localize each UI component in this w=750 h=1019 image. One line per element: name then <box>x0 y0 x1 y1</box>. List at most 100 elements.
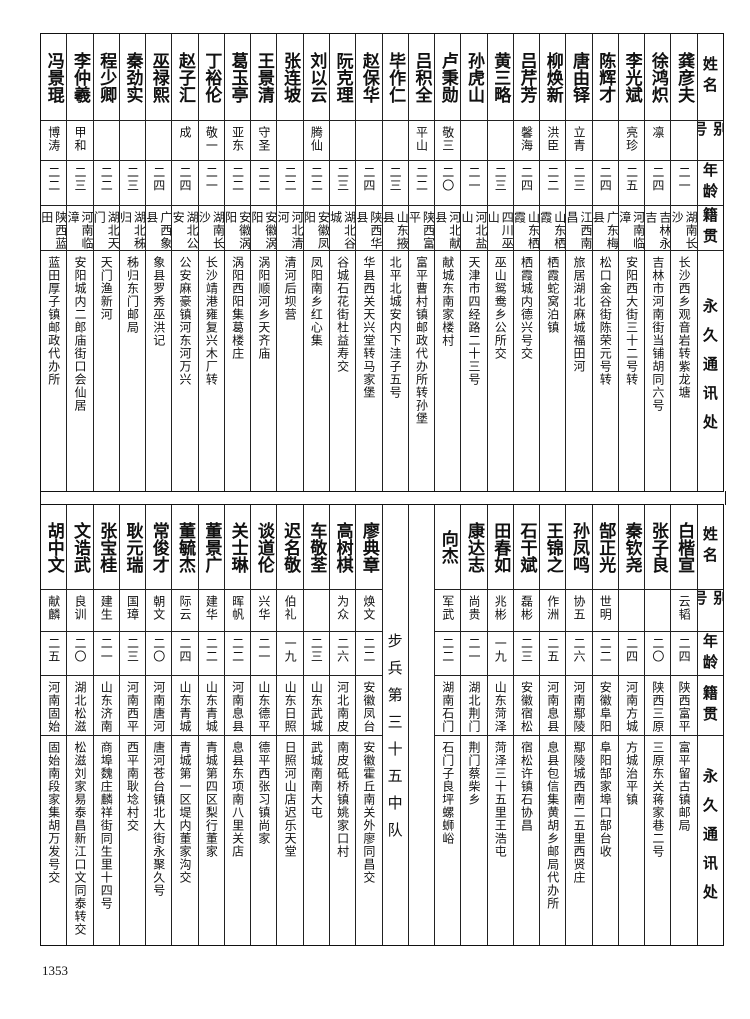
person-origin: 河南息县 <box>230 681 245 733</box>
person-address-cell: 阜阳郜家埠口郜台收 <box>593 736 618 944</box>
person-column: 唐由铎 立青 二三 江西南昌 旅居湖北麻城福田河 <box>565 34 592 491</box>
person-name-cell: 张连坡 <box>277 34 303 121</box>
person-age-cell: 二三 <box>487 161 513 206</box>
person-address: 德平西张习镇尚家 <box>256 741 271 845</box>
header-column: 姓名 别号 年龄 籍贯 永久通讯处 <box>696 505 723 945</box>
person-column: 谈道伦 兴华 二一 山东德平 德平西张习镇尚家 <box>250 505 277 945</box>
person-alias-cell: 协五 <box>566 590 592 632</box>
person-age: 二二 <box>230 637 245 663</box>
person-name-cell: 唐由铎 <box>566 34 592 121</box>
person-age: 二〇 <box>650 637 665 663</box>
person-origin-cell: 河南息县 <box>540 676 566 736</box>
person-alias: 焕文 <box>361 595 376 621</box>
person-origin: 山东栖霞 <box>513 211 540 250</box>
person-address-cell: 北平北城安内下洼子五号 <box>383 251 408 490</box>
person-name: 王景清 <box>253 51 274 103</box>
person-origin-cell: 安徽涡阳 <box>224 206 251 251</box>
person-address-cell: 栖霞城内德兴号交 <box>514 251 539 490</box>
person-address-cell: 涡阳顺河乡天齐庙 <box>251 251 276 490</box>
unit-divider-column: 步兵第三十五中队 <box>381 505 408 945</box>
person-name-cell: 孙虎山 <box>461 34 487 121</box>
person-origin: 河南唐河 <box>151 681 166 733</box>
person-address-cell: 华县西关天兴堂转马家堡 <box>356 251 381 490</box>
person-address: 松滋刘家易泰昌新江口文同泰转交 <box>72 741 87 936</box>
person-age-cell: 二〇 <box>67 632 93 676</box>
person-address: 日照河山店迟乐天堂 <box>283 741 298 858</box>
person-address: 青城第一区堤内董家沟交 <box>178 741 193 884</box>
person-name: 石干斌 <box>516 521 537 573</box>
person-address-cell: 秭归东门邮局 <box>120 251 145 490</box>
header-cell-address: 永久通讯处 <box>698 736 723 944</box>
person-name-cell: 柳焕新 <box>540 34 566 121</box>
person-name-cell: 迟名敬 <box>277 505 303 590</box>
person-address-cell: 青城第一区堤内董家沟交 <box>172 736 197 944</box>
person-address-cell: 息县东项南八里关店 <box>225 736 250 944</box>
person-address: 凤阳南乡红心集 <box>309 256 324 347</box>
page-number: 1353 <box>42 963 68 978</box>
person-column: 车敬荃 二三 山东武城 武城南南大屯 <box>302 505 330 945</box>
person-alias-cell: 军武 <box>435 590 461 632</box>
person-age-cell: 二一 <box>461 632 487 676</box>
person-alias-cell: 晖帆 <box>224 590 251 632</box>
header-cell-origin: 籍贯 <box>697 676 723 736</box>
person-alias: 建华 <box>204 595 219 621</box>
person-name: 孙虎山 <box>463 51 484 103</box>
person-column: 张宝桂 建生 二一 山东济南 商埠魏庄麟祥街同生里十四号 <box>92 505 119 945</box>
person-address: 息县东项南八里关店 <box>230 741 245 858</box>
person-age-cell: 二四 <box>146 161 172 206</box>
person-address-cell: 公安麻豪镇河东河万兴 <box>172 251 197 490</box>
person-age-cell: 二五 <box>41 632 67 676</box>
header-label-age: 年龄 <box>700 632 719 675</box>
person-alias-cell: 为众 <box>330 590 356 632</box>
person-alias: 献麟 <box>46 595 61 621</box>
person-column: 秦劲实 二三 湖北秭归 秭归东门邮局 <box>118 34 146 491</box>
person-address-cell: 武城南南大屯 <box>304 736 329 944</box>
person-alias: 敬一 <box>204 126 219 152</box>
person-column: 赵子汇成二四 湖北公安 公安麻豪镇河东河万兴 <box>171 34 198 491</box>
person-origin-cell: 安徽凤台 <box>356 676 382 736</box>
person-origin-cell: 陕西华县 <box>356 206 382 251</box>
person-column: 孙凤鸣 协五 二六 河南鄢陵 鄢陵城西南二五里西贤庄 <box>565 505 592 945</box>
person-alias: 兴华 <box>256 595 271 621</box>
person-age: 二二 <box>545 166 560 192</box>
person-origin: 江西南昌 <box>566 211 592 250</box>
person-origin-cell: 湖北秭归 <box>119 206 146 251</box>
person-age-cell: 一九 <box>487 632 513 676</box>
person-alias-cell: 焕文 <box>356 590 382 632</box>
person-name: 董毓杰 <box>175 521 196 573</box>
person-age-cell: 二二 <box>198 632 224 676</box>
table-separator-band <box>40 491 726 505</box>
person-name: 吕芹芳 <box>516 51 537 103</box>
person-origin: 湖南长沙 <box>671 211 697 250</box>
person-address-cell: 安阳城内二郎庙街口会仙居 <box>67 251 92 490</box>
person-name-cell: 胡中文 <box>41 505 67 590</box>
person-age: 二五 <box>545 637 560 663</box>
person-name: 王锦之 <box>542 521 563 573</box>
person-origin-cell: 河南临漳 <box>618 206 645 251</box>
person-age-cell: 二二 <box>592 632 618 676</box>
person-age: 二一 <box>466 166 481 192</box>
person-origin-cell: 安徽宿松 <box>513 676 540 736</box>
roster-table-bottom: 姓名 别号 年龄 籍贯 永久通讯处 白楷宣 云韬 二四 陕西富平 富平留古镇邮局 张子良 二〇 陕西三原… <box>40 504 724 946</box>
person-name: 常俊才 <box>148 521 169 573</box>
person-alias: 云韬 <box>677 595 692 621</box>
person-address-cell: 献城东南家楼村 <box>435 251 460 490</box>
person-name: 徐鸿炽 <box>647 51 668 103</box>
person-column: 董景广 建华 二二 山东青城 青城第四区梨行董家 <box>197 505 224 945</box>
person-column: 吕积全 平山 二二 陕西富平 富平曹村镇邮政代办所转孙堡 <box>407 34 435 491</box>
person-alias: 馨海 <box>519 126 534 152</box>
person-origin: 山东菏泽 <box>493 681 508 733</box>
person-name: 冯景琨 <box>43 51 64 103</box>
person-alias: 协五 <box>572 595 587 621</box>
person-age: 二三 <box>572 166 587 192</box>
person-origin: 陕西华县 <box>356 211 382 250</box>
person-name-cell: 张宝桂 <box>93 505 119 590</box>
person-name-cell: 车敬荃 <box>303 505 330 590</box>
person-name-cell: 丁裕伦 <box>198 34 224 121</box>
person-origin-cell: 陕西富平 <box>408 206 435 251</box>
person-origin: 河南息县 <box>545 681 560 733</box>
person-name-cell: 郜正光 <box>592 505 618 590</box>
person-age: 二一 <box>204 166 219 192</box>
person-address-cell: 德平西张习镇尚家 <box>251 736 276 944</box>
person-origin-cell: 山东栖霞 <box>513 206 540 251</box>
